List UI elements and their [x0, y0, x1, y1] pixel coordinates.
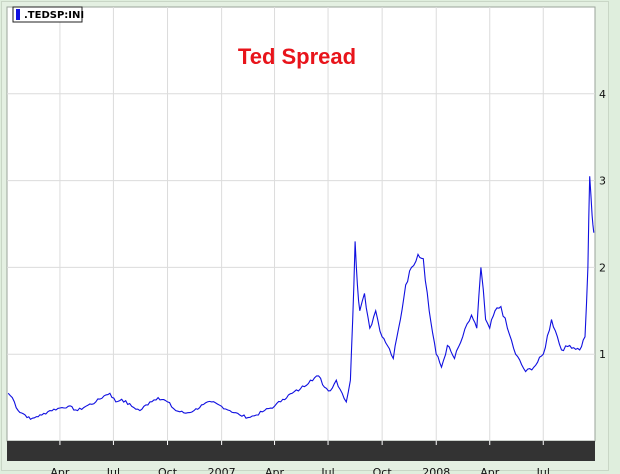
- x-tick-label: Apr: [265, 466, 285, 474]
- x-tick-label: 2007: [208, 466, 236, 474]
- x-tick-label: 2008: [422, 466, 450, 474]
- y-tick-label: 4: [599, 88, 606, 101]
- legend-box: [12, 6, 83, 23]
- y-axis: 1 2 3 4: [599, 88, 606, 361]
- x-tick-label: Jul: [536, 466, 550, 474]
- y-tick-label: 2: [599, 261, 606, 274]
- legend-label: .TEDSP:INI: [24, 10, 84, 21]
- legend-swatch: [16, 9, 20, 20]
- series-line-tedsp: [7, 176, 595, 421]
- series-layer: [7, 176, 595, 421]
- y-tick-label: 3: [599, 175, 606, 188]
- x-axis-band: [7, 441, 595, 461]
- x-tick-label: Apr: [50, 466, 70, 474]
- x-tick-label: Jul: [320, 466, 334, 474]
- x-tick-label: Jul: [106, 466, 120, 474]
- chart-title: Ted Spread: [238, 44, 356, 69]
- y-tick-label: 1: [599, 348, 606, 361]
- plot-area: [6, 6, 596, 442]
- x-tick-label: Oct: [373, 466, 393, 474]
- legend[interactable]: .TEDSP:INI: [12, 6, 84, 23]
- grid: [7, 7, 595, 441]
- x-tick-label: Oct: [158, 466, 178, 474]
- x-tick-label: Apr: [480, 466, 500, 474]
- x-axis: Apr Jul Oct 2007 Apr Jul Oct 2008 Apr Jul: [50, 441, 550, 474]
